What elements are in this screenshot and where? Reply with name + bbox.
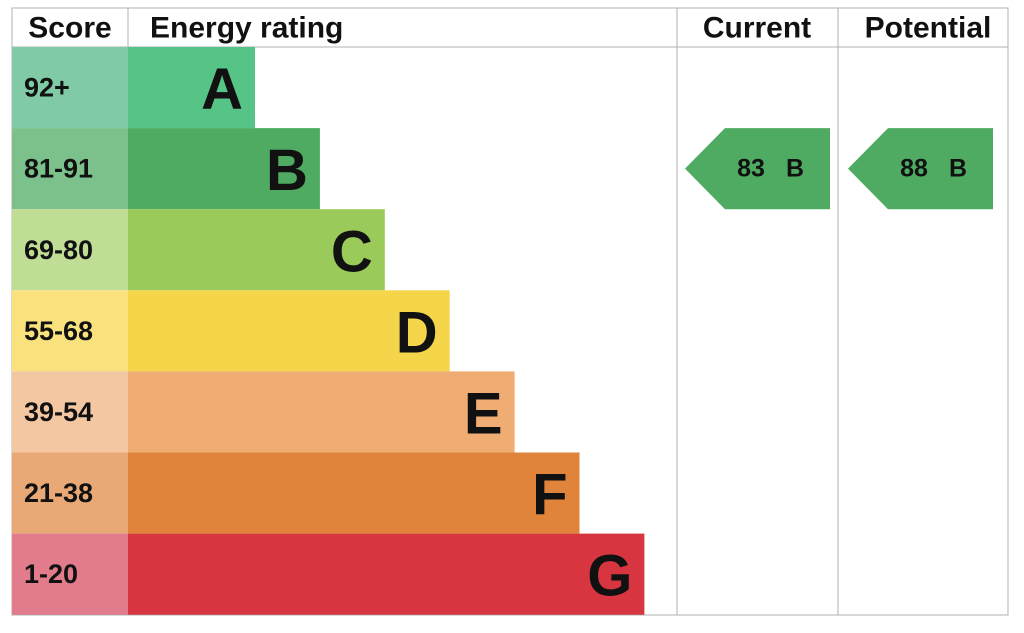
score-range: 69-80 <box>24 235 93 265</box>
score-cell <box>12 290 128 372</box>
score-cell <box>12 533 128 615</box>
rating-bar <box>128 371 515 453</box>
rating-bar <box>128 452 580 534</box>
header-current: Current <box>703 12 811 45</box>
rating-letter: D <box>396 300 438 365</box>
rating-letter: F <box>532 463 567 528</box>
rating-bar <box>128 209 385 291</box>
rating-letter: C <box>331 219 373 284</box>
rating-letter: A <box>201 57 243 122</box>
score-cell <box>12 371 128 453</box>
header-score: Score <box>28 12 111 45</box>
score-cell <box>12 452 128 534</box>
rating-bar <box>128 128 320 210</box>
score-range: 21-38 <box>24 478 93 508</box>
current-score: 83 <box>737 155 765 183</box>
potential-arrow <box>848 128 993 210</box>
score-range: 55-68 <box>24 316 93 346</box>
rating-letter: E <box>464 381 503 446</box>
score-range: 1-20 <box>24 559 78 589</box>
current-arrow <box>685 128 830 210</box>
rating-letter: B <box>266 138 308 203</box>
rating-bar <box>128 533 645 615</box>
score-range: 39-54 <box>24 397 93 427</box>
potential-letter: B <box>949 155 967 183</box>
score-cell <box>12 128 128 210</box>
score-cell <box>12 209 128 291</box>
current-letter: B <box>786 155 804 183</box>
rating-bar <box>128 47 255 129</box>
rating-letter: G <box>587 544 632 609</box>
header-rating: Energy rating <box>150 12 343 45</box>
header-potential: Potential <box>865 12 992 45</box>
score-cell <box>12 47 128 129</box>
rating-bar <box>128 290 450 372</box>
potential-score: 88 <box>900 155 928 183</box>
score-range: 81-91 <box>24 154 93 184</box>
score-range: 92+ <box>24 73 70 103</box>
